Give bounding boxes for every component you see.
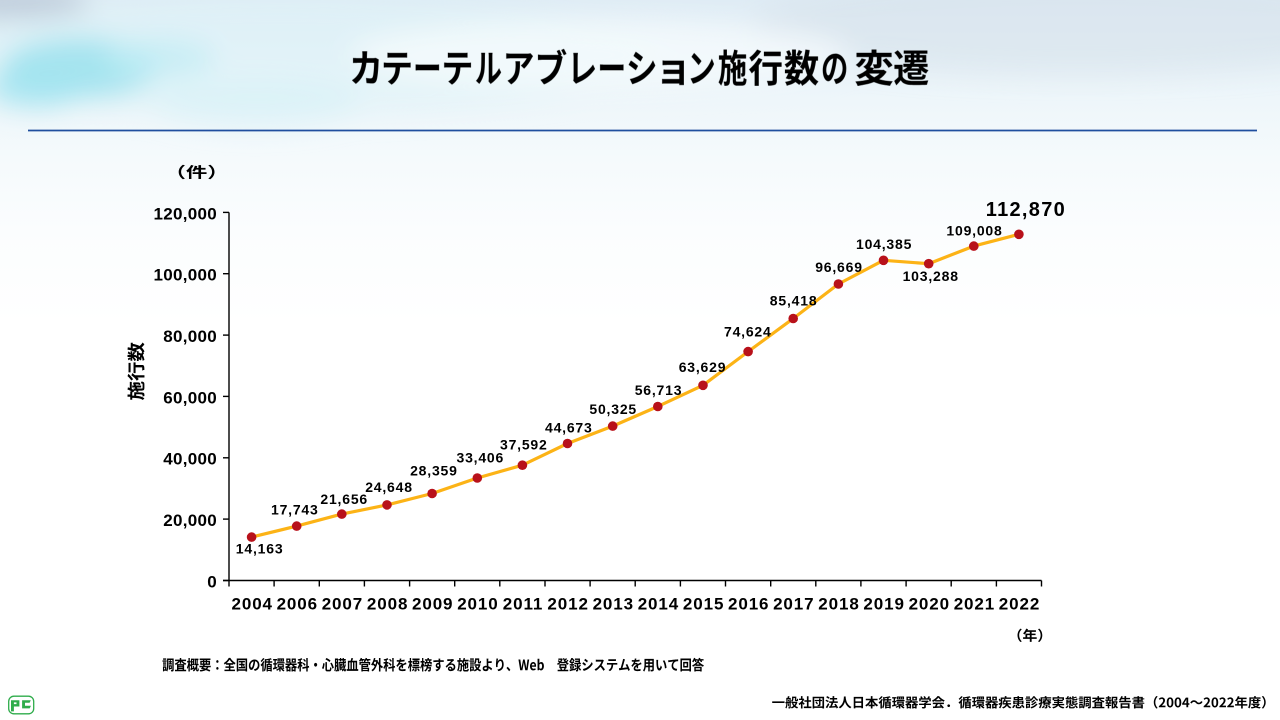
- svg-text:63,629: 63,629: [679, 359, 727, 375]
- svg-text:2012: 2012: [547, 595, 588, 614]
- svg-text:40,000: 40,000: [163, 450, 217, 469]
- svg-text:56,713: 56,713: [635, 382, 683, 398]
- svg-text:14,163: 14,163: [236, 540, 284, 556]
- svg-text:2019: 2019: [863, 595, 904, 614]
- svg-text:85,418: 85,418: [770, 293, 818, 309]
- svg-text:100,000: 100,000: [153, 266, 217, 285]
- svg-text:44,673: 44,673: [545, 420, 593, 436]
- svg-text:2021: 2021: [954, 595, 995, 614]
- svg-text:2022: 2022: [999, 595, 1040, 614]
- svg-text:2017: 2017: [773, 595, 814, 614]
- svg-text:60,000: 60,000: [163, 388, 217, 407]
- svg-text:2013: 2013: [593, 595, 634, 614]
- svg-text:17,743: 17,743: [271, 501, 319, 517]
- svg-text:2004: 2004: [231, 595, 272, 614]
- svg-text:21,656: 21,656: [320, 491, 368, 507]
- svg-text:96,669: 96,669: [815, 259, 863, 275]
- svg-text:80,000: 80,000: [163, 327, 217, 346]
- svg-text:2006: 2006: [277, 595, 318, 614]
- svg-text:33,406: 33,406: [456, 450, 504, 466]
- svg-text:2007: 2007: [322, 595, 363, 614]
- svg-text:2009: 2009: [412, 595, 453, 614]
- svg-text:2014: 2014: [638, 595, 679, 614]
- svg-text:120,000: 120,000: [153, 204, 217, 223]
- svg-text:2010: 2010: [457, 595, 498, 614]
- svg-text:109,008: 109,008: [946, 222, 1002, 238]
- svg-text:74,624: 74,624: [724, 323, 772, 339]
- svg-text:104,385: 104,385: [856, 236, 912, 252]
- svg-text:0: 0: [207, 572, 217, 591]
- svg-text:20,000: 20,000: [163, 511, 217, 530]
- svg-text:112,870: 112,870: [986, 199, 1066, 221]
- svg-text:2018: 2018: [818, 595, 859, 614]
- svg-text:2011: 2011: [503, 595, 543, 614]
- svg-text:103,288: 103,288: [903, 268, 959, 284]
- svg-text:24,648: 24,648: [365, 479, 413, 495]
- svg-text:37,592: 37,592: [500, 437, 548, 453]
- svg-text:2016: 2016: [728, 595, 769, 614]
- svg-text:2020: 2020: [909, 595, 950, 614]
- svg-text:2008: 2008: [367, 595, 408, 614]
- svg-text:28,359: 28,359: [410, 463, 458, 479]
- svg-text:2015: 2015: [683, 595, 724, 614]
- svg-text:50,325: 50,325: [589, 401, 637, 417]
